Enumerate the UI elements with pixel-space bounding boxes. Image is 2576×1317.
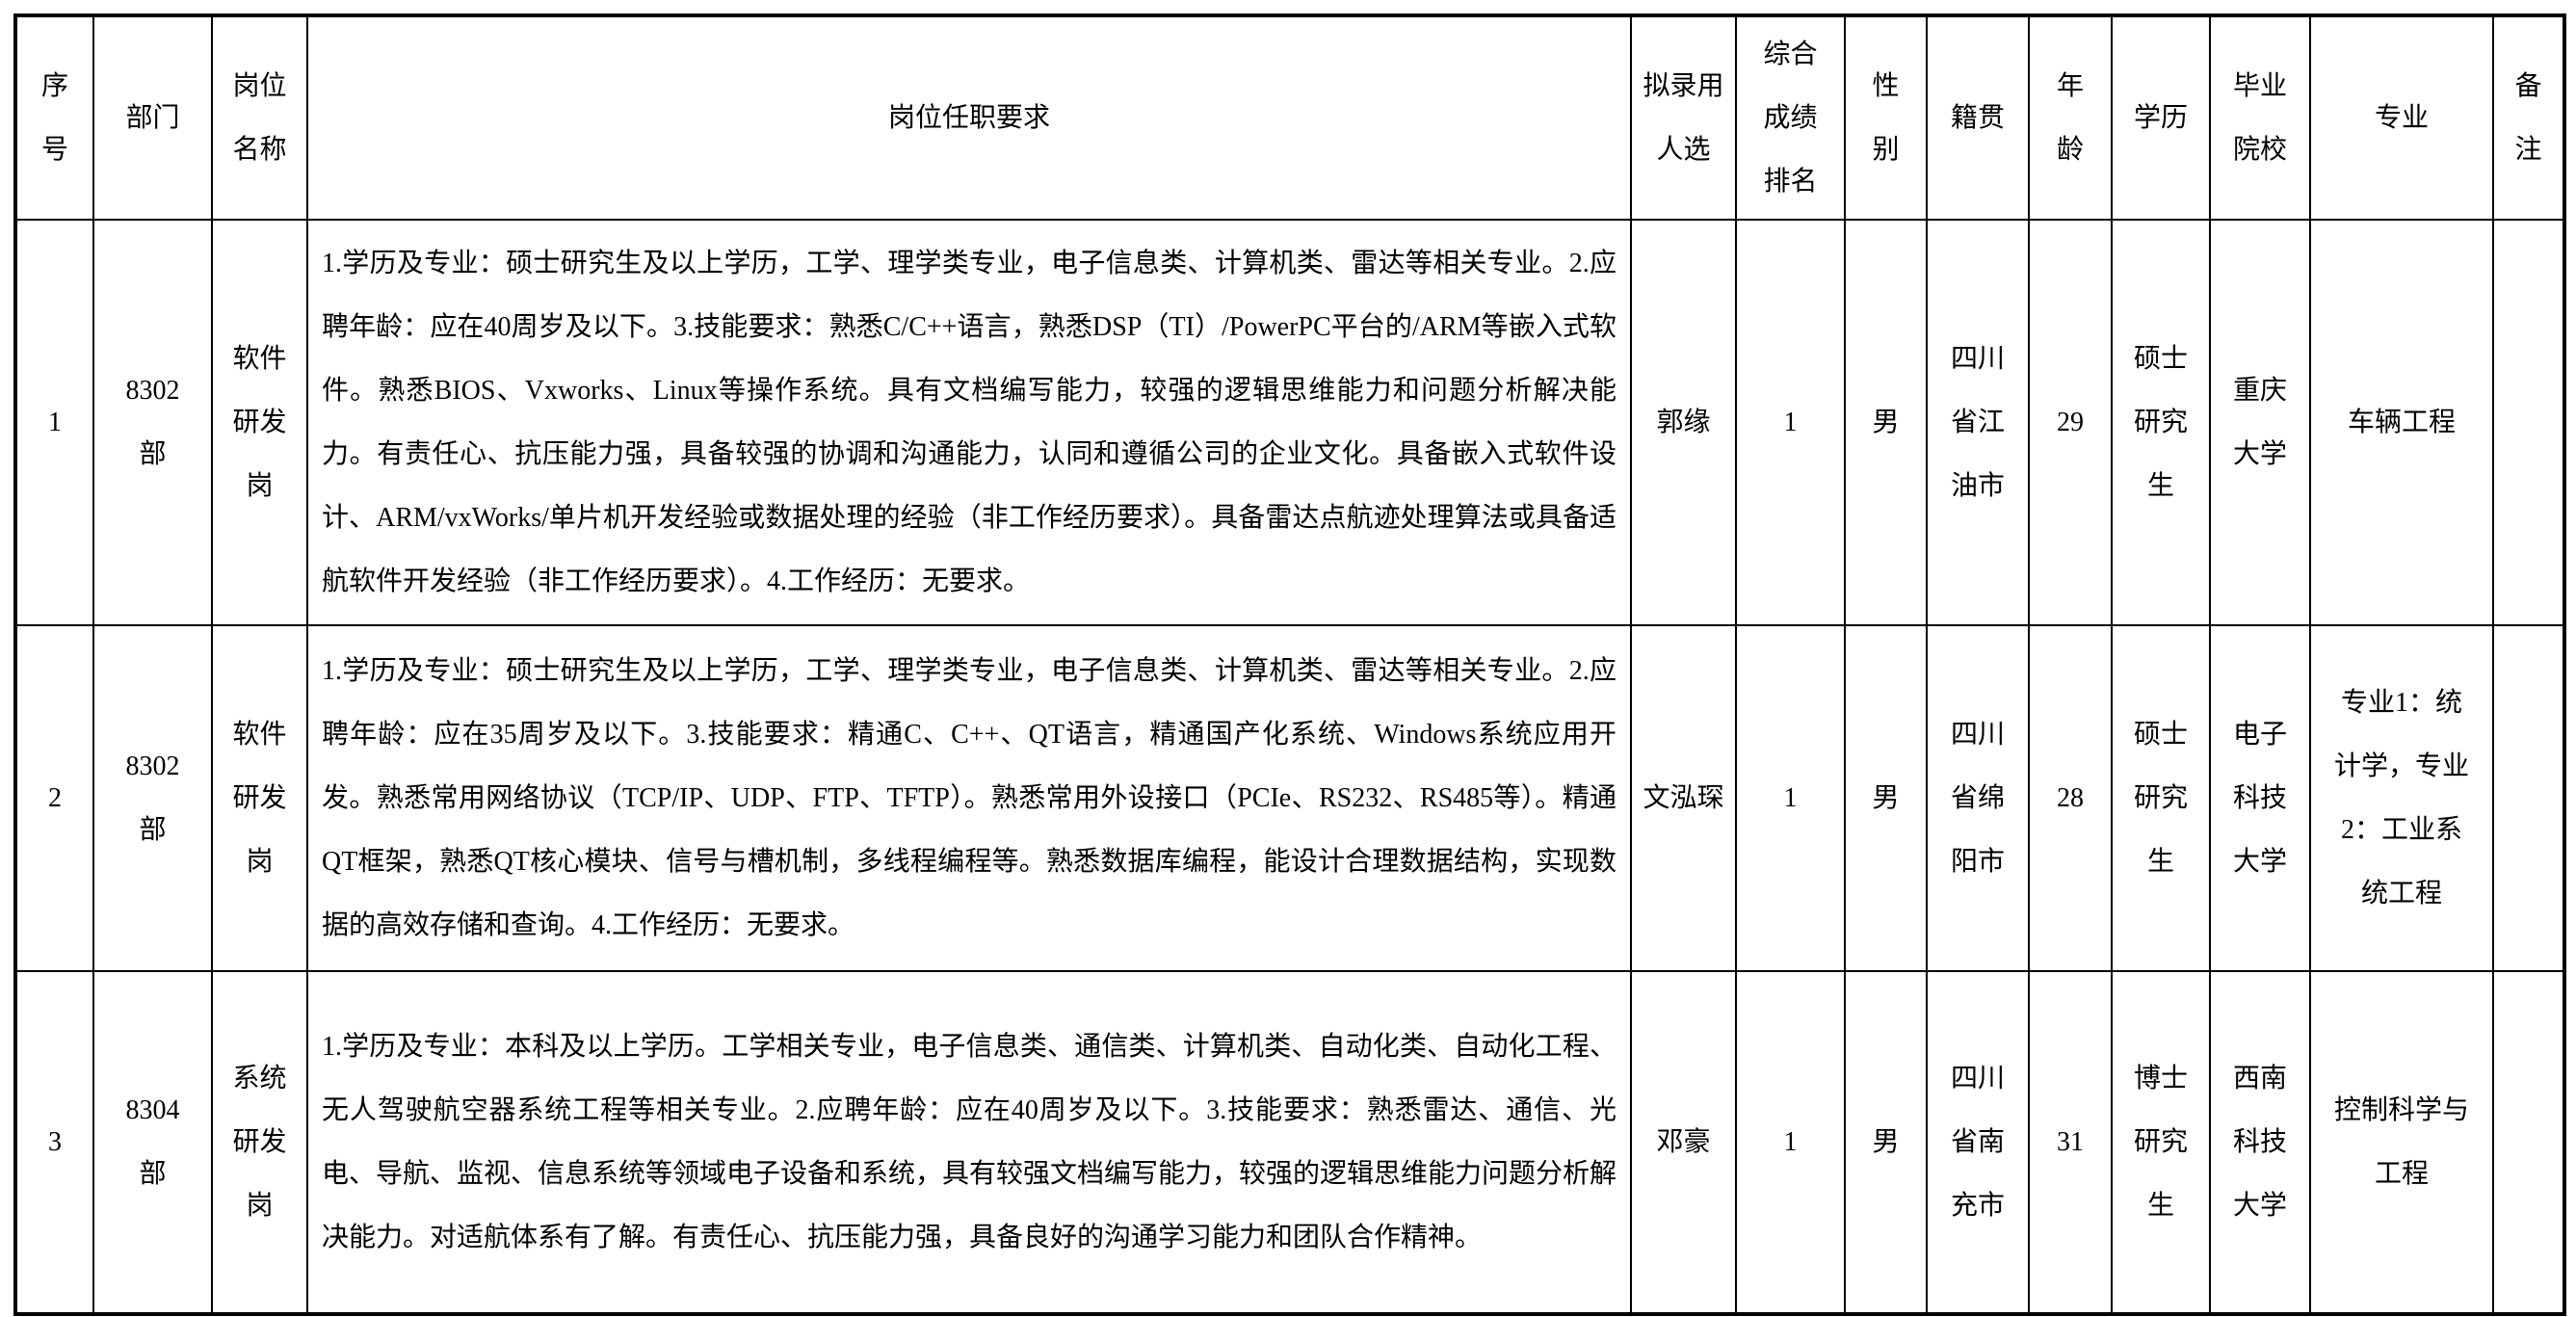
cell-native-place: 四川 省绵 阳市 bbox=[1926, 624, 2030, 972]
cell-school: 重庆 大学 bbox=[2209, 219, 2311, 626]
header-remarks: 备 注 bbox=[2492, 14, 2565, 221]
cell-post-name: 软件 研发 岗 bbox=[211, 624, 308, 972]
cell-candidate: 文泓琛 bbox=[1630, 624, 1737, 972]
cell-gender: 男 bbox=[1844, 970, 1928, 1315]
cell-score-rank: 1 bbox=[1735, 219, 1846, 626]
cell-dept: 8302 部 bbox=[92, 624, 213, 972]
recruitment-table: 序 号 部门 岗位 名称 岗位任职要求 拟录用 人选 综合 成绩 排名 性 别 … bbox=[13, 13, 2566, 1316]
cell-age: 28 bbox=[2028, 624, 2113, 972]
table-row: 2 8302 部 软件 研发 岗 1.学历及专业：硕士研究生及以上学历，工学、理… bbox=[14, 624, 2565, 972]
cell-score-rank: 1 bbox=[1735, 624, 1846, 972]
cell-seq: 3 bbox=[14, 970, 94, 1315]
header-score-rank: 综合 成绩 排名 bbox=[1735, 14, 1846, 221]
cell-candidate: 邓豪 bbox=[1630, 970, 1737, 1315]
header-age: 年 龄 bbox=[2028, 14, 2113, 221]
header-native-place: 籍贯 bbox=[1926, 14, 2030, 221]
header-row: 序 号 部门 岗位 名称 岗位任职要求 拟录用 人选 综合 成绩 排名 性 别 … bbox=[14, 14, 2565, 221]
cell-post-name: 软件 研发 岗 bbox=[211, 219, 308, 626]
header-education: 学历 bbox=[2111, 14, 2211, 221]
cell-gender: 男 bbox=[1844, 219, 1928, 626]
cell-dept: 8302 部 bbox=[92, 219, 213, 626]
header-dept: 部门 bbox=[92, 14, 213, 221]
table-row: 3 8304 部 系统 研发 岗 1.学历及专业：本科及以上学历。工学相关专业，… bbox=[14, 970, 2565, 1315]
cell-native-place: 四川 省南 充市 bbox=[1926, 970, 2030, 1315]
cell-age: 31 bbox=[2028, 970, 2113, 1315]
cell-dept: 8304 部 bbox=[92, 970, 213, 1315]
cell-major: 控制科学与 工程 bbox=[2309, 970, 2494, 1315]
cell-remarks bbox=[2492, 219, 2565, 626]
cell-seq: 1 bbox=[14, 219, 94, 626]
cell-remarks bbox=[2492, 970, 2565, 1315]
cell-gender: 男 bbox=[1844, 624, 1928, 972]
cell-education: 博士 研究 生 bbox=[2111, 970, 2211, 1315]
header-post-name: 岗位 名称 bbox=[211, 14, 308, 221]
cell-requirements: 1.学历及专业：硕士研究生及以上学历，工学、理学类专业，电子信息类、计算机类、雷… bbox=[306, 624, 1632, 972]
cell-requirements: 1.学历及专业：硕士研究生及以上学历，工学、理学类专业，电子信息类、计算机类、雷… bbox=[306, 219, 1632, 626]
cell-remarks bbox=[2492, 624, 2565, 972]
cell-age: 29 bbox=[2028, 219, 2113, 626]
cell-major: 车辆工程 bbox=[2309, 219, 2494, 626]
cell-school: 电子 科技 大学 bbox=[2209, 624, 2311, 972]
cell-post-name: 系统 研发 岗 bbox=[211, 970, 308, 1315]
cell-education: 硕士 研究 生 bbox=[2111, 219, 2211, 626]
header-school: 毕业 院校 bbox=[2209, 14, 2311, 221]
cell-seq: 2 bbox=[14, 624, 94, 972]
header-seq: 序 号 bbox=[14, 14, 94, 221]
cell-school: 西南 科技 大学 bbox=[2209, 970, 2311, 1315]
cell-requirements: 1.学历及专业：本科及以上学历。工学相关专业，电子信息类、通信类、计算机类、自动… bbox=[306, 970, 1632, 1315]
cell-score-rank: 1 bbox=[1735, 970, 1846, 1315]
header-candidate: 拟录用 人选 bbox=[1630, 14, 1737, 221]
cell-native-place: 四川 省江 油市 bbox=[1926, 219, 2030, 626]
header-major: 专业 bbox=[2309, 14, 2494, 221]
cell-major: 专业1：统 计学，专业 2：工业系 统工程 bbox=[2309, 624, 2494, 972]
header-requirements: 岗位任职要求 bbox=[306, 14, 1632, 221]
cell-candidate: 郭缘 bbox=[1630, 219, 1737, 626]
cell-education: 硕士 研究 生 bbox=[2111, 624, 2211, 972]
header-gender: 性 别 bbox=[1844, 14, 1928, 221]
table-row: 1 8302 部 软件 研发 岗 1.学历及专业：硕士研究生及以上学历，工学、理… bbox=[14, 219, 2565, 626]
